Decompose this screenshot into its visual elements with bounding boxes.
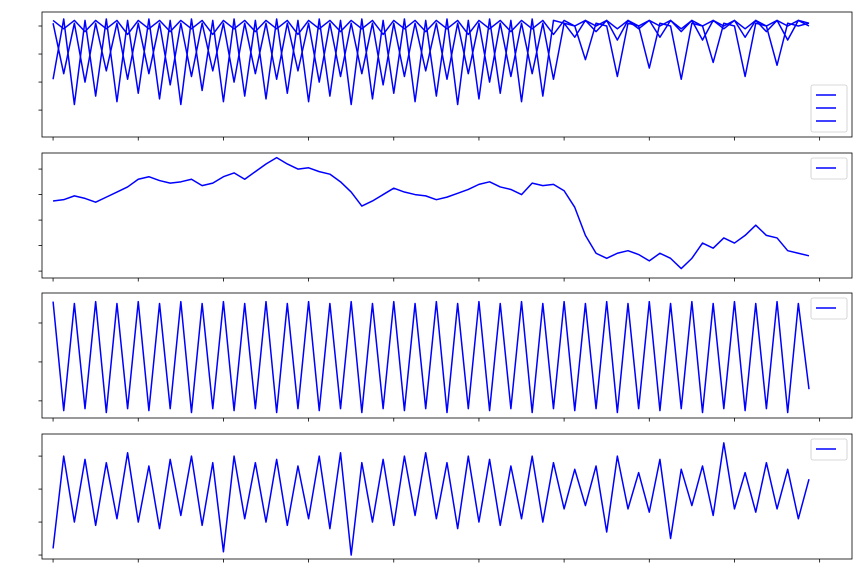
series-line: [52, 22, 810, 86]
legend: [810, 438, 848, 461]
legend: [810, 157, 848, 180]
subplot: [38, 152, 853, 282]
series-line: [52, 156, 810, 270]
series-line: [52, 18, 810, 106]
axes-frame: [41, 292, 853, 419]
series-line: [52, 19, 810, 36]
legend: [810, 84, 848, 133]
axes-frame: [41, 152, 853, 279]
legend: [810, 297, 848, 320]
series-line: [52, 442, 810, 556]
subplot: [38, 433, 853, 563]
series-line: [52, 300, 810, 414]
subplot: [38, 292, 853, 422]
subplot: [38, 11, 853, 141]
axes-frame: [41, 433, 853, 560]
